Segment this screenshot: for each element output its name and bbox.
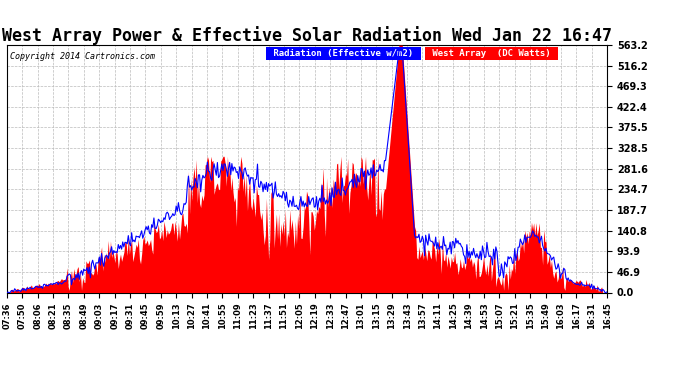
Text: Copyright 2014 Cartronics.com: Copyright 2014 Cartronics.com <box>10 53 155 62</box>
Text: Radiation (Effective w/m2): Radiation (Effective w/m2) <box>268 49 419 58</box>
Text: West Array  (DC Watts): West Array (DC Watts) <box>427 49 556 58</box>
Title: West Array Power & Effective Solar Radiation Wed Jan 22 16:47: West Array Power & Effective Solar Radia… <box>2 26 612 45</box>
